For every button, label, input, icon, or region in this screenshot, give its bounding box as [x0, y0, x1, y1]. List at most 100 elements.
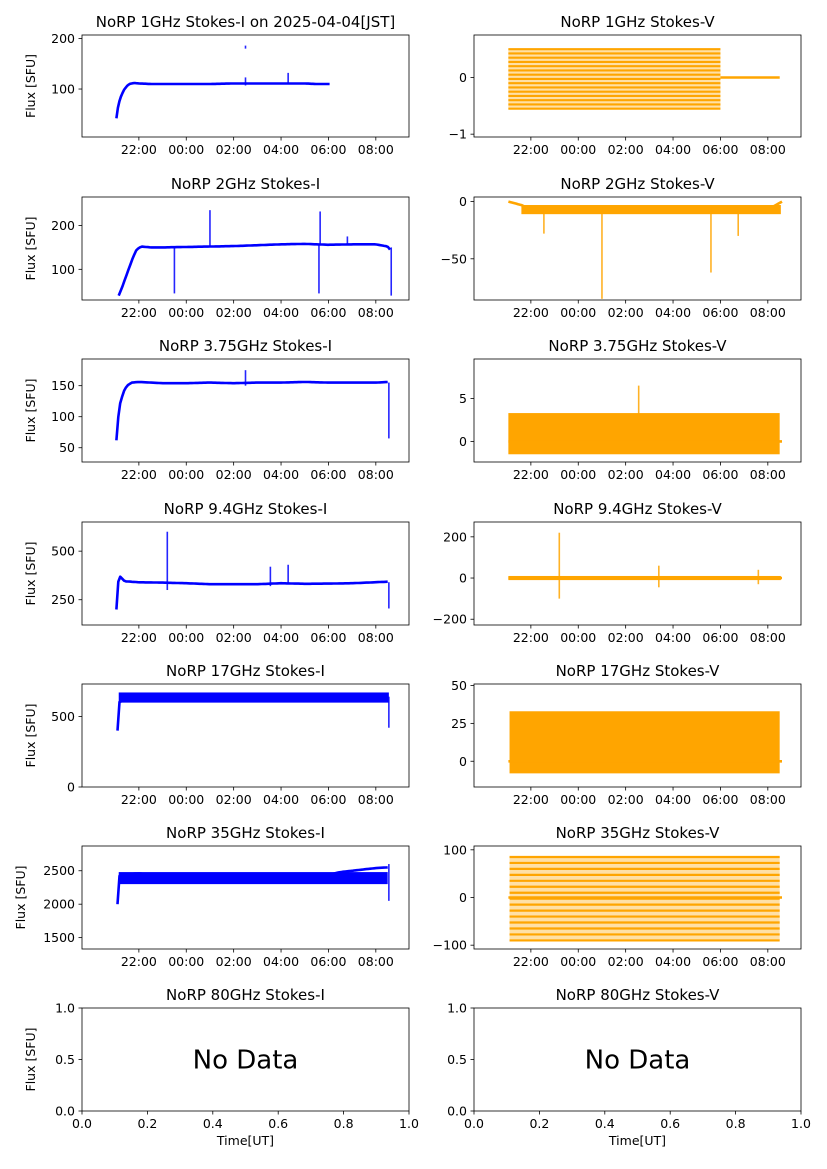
- subplot-13: 0.0 0.2 0.4 0.6 0.8 1.0 0.0 0.5 1.0 NoRP 80GHz St…: [23, 986, 419, 1148]
- x-tick-label: 22:00: [121, 142, 157, 157]
- y-tick-label: −1: [449, 127, 467, 142]
- subplot-3: 22:00 00:00 02:00 04:00 06:00 08:00 100 200 NoRP…: [23, 175, 410, 320]
- x-tick-label: 04:00: [655, 305, 691, 320]
- subplot-title: NoRP 3.75GHz Stokes-I: [159, 337, 332, 355]
- subplot-title: NoRP 17GHz Stokes-I: [166, 662, 325, 680]
- x-tick-label: 02:00: [608, 142, 644, 157]
- subplot-1: 22:00 00:00 02:00 04:00 06:00 08:00 100 200 NoRP…: [23, 13, 410, 157]
- x-tick-label: 0.2: [529, 1116, 549, 1131]
- y-tick-label: 0.0: [55, 1104, 75, 1119]
- x-tick-label: 0.2: [137, 1116, 157, 1131]
- x-tick-label: 06:00: [702, 792, 738, 807]
- x-axis-label: Time[UT]: [608, 1133, 666, 1148]
- subplot-title: NoRP 9.4GHz Stokes-V: [553, 500, 722, 518]
- subplot-title: NoRP 9.4GHz Stokes-I: [164, 500, 328, 518]
- x-tick-label: 22:00: [513, 467, 549, 482]
- plot-area: [508, 532, 782, 599]
- x-tick-label: 02:00: [608, 954, 644, 969]
- x-tick-label: 02:00: [216, 142, 252, 157]
- x-tick-label: 22:00: [513, 630, 549, 645]
- subplot-6: 22:00 00:00 02:00 04:00 06:00 08:00 0 5 NoRP 3.7…: [459, 337, 802, 482]
- data-series-line: [508, 200, 783, 211]
- subplot-14: 0.0 0.2 0.4 0.6 0.8 1.0 0.0 0.5 1.0 NoRP 80GHz St…: [447, 986, 811, 1148]
- x-tick-label: 00:00: [560, 954, 596, 969]
- y-tick-label: 200: [51, 218, 75, 233]
- no-data-text: No Data: [193, 1046, 299, 1076]
- x-tick-label: 08:00: [358, 954, 394, 969]
- x-tick-label: 08:00: [750, 142, 786, 157]
- x-tick-label: 04:00: [263, 630, 299, 645]
- subplot-12: 22:00 00:00 02:00 04:00 06:00 08:00 −100 0 100 No…: [433, 824, 802, 969]
- axes-frame: [473, 196, 802, 301]
- data-band: [118, 872, 388, 885]
- data-band: [509, 711, 780, 774]
- x-tick-label: 08:00: [750, 305, 786, 320]
- x-tick-label: 08:00: [358, 630, 394, 645]
- data-series-line: [115, 81, 330, 119]
- x-tick-label: 00:00: [560, 142, 596, 157]
- data-series-line: [116, 693, 388, 731]
- x-axis-label: Time[UT]: [216, 1133, 274, 1148]
- y-tick-label: 0: [459, 194, 467, 209]
- x-tick-label: 00:00: [168, 954, 204, 969]
- x-tick-label: 04:00: [655, 142, 691, 157]
- plot-area: [508, 385, 782, 455]
- x-tick-label: 02:00: [216, 954, 252, 969]
- x-tick-label: 06:00: [310, 954, 346, 969]
- y-tick-label: 0: [67, 780, 75, 795]
- plot-area: [508, 855, 782, 942]
- x-tick-label: 08:00: [750, 954, 786, 969]
- subplot-11: 22:00 00:00 02:00 04:00 06:00 08:00 1500 2000 25…: [13, 824, 410, 969]
- y-axis-label: Flux [SFU]: [23, 217, 38, 281]
- plot-area: [116, 864, 390, 905]
- subplot-title: NoRP 17GHz Stokes-V: [556, 662, 721, 680]
- subplot-2: 22:00 00:00 02:00 04:00 06:00 08:00 −1 0 NoRP 1G…: [449, 13, 802, 157]
- x-tick-label: 08:00: [358, 467, 394, 482]
- y-axis-label: Flux [SFU]: [13, 866, 28, 930]
- axes-frame: [81, 34, 410, 138]
- subplot-7: 22:00 00:00 02:00 04:00 06:00 08:00 250 500 NoRP…: [23, 500, 410, 645]
- subplot-10: 22:00 00:00 02:00 04:00 06:00 08:00 0 25 50 NoRP …: [451, 662, 802, 807]
- y-tick-label: 200: [51, 31, 75, 46]
- x-tick-label: 08:00: [750, 792, 786, 807]
- subplot-title: NoRP 35GHz Stokes-I: [166, 824, 325, 842]
- y-axis-label: Flux [SFU]: [23, 542, 38, 606]
- x-tick-label: 04:00: [263, 142, 299, 157]
- subplot-title: NoRP 2GHz Stokes-V: [560, 175, 715, 193]
- plot-area: [115, 45, 330, 119]
- axes-frame: [81, 683, 410, 788]
- y-tick-label: 0: [459, 890, 467, 905]
- y-tick-label: 100: [51, 82, 75, 97]
- y-tick-label: 50: [59, 440, 75, 455]
- x-tick-label: 22:00: [513, 792, 549, 807]
- data-series-line: [116, 866, 388, 905]
- data-series-line: [117, 242, 392, 297]
- y-tick-label: −50: [441, 251, 467, 266]
- x-tick-label: 0.4: [203, 1116, 223, 1131]
- x-tick-label: 06:00: [702, 142, 738, 157]
- x-tick-label: 04:00: [263, 954, 299, 969]
- x-tick-label: 0.0: [72, 1116, 92, 1131]
- x-tick-label: 00:00: [560, 792, 596, 807]
- axes-frame: [81, 358, 410, 463]
- plot-area: [117, 210, 393, 297]
- x-tick-label: 00:00: [168, 142, 204, 157]
- x-tick-label: 00:00: [168, 467, 204, 482]
- x-tick-label: 00:00: [168, 630, 204, 645]
- x-tick-label: 04:00: [655, 792, 691, 807]
- subplot-title: NoRP 80GHz Stokes-V: [556, 986, 721, 1004]
- y-axis-label: Flux [SFU]: [23, 379, 38, 443]
- y-tick-label: 250: [51, 592, 75, 607]
- subplot-title: NoRP 3.75GHz Stokes-V: [548, 337, 727, 355]
- x-tick-label: 22:00: [513, 954, 549, 969]
- axes-frame: [81, 196, 410, 301]
- x-tick-label: 22:00: [121, 305, 157, 320]
- y-tick-label: 0: [459, 434, 467, 449]
- y-tick-label: 0.0: [447, 1104, 467, 1119]
- axes-frame: [473, 34, 802, 138]
- x-tick-label: 06:00: [310, 630, 346, 645]
- x-tick-label: 06:00: [310, 142, 346, 157]
- subplot-8: 22:00 00:00 02:00 04:00 06:00 08:00 −200 0 200 No…: [433, 500, 802, 645]
- x-tick-label: 04:00: [263, 792, 299, 807]
- y-axis-label: Flux [SFU]: [23, 1028, 38, 1092]
